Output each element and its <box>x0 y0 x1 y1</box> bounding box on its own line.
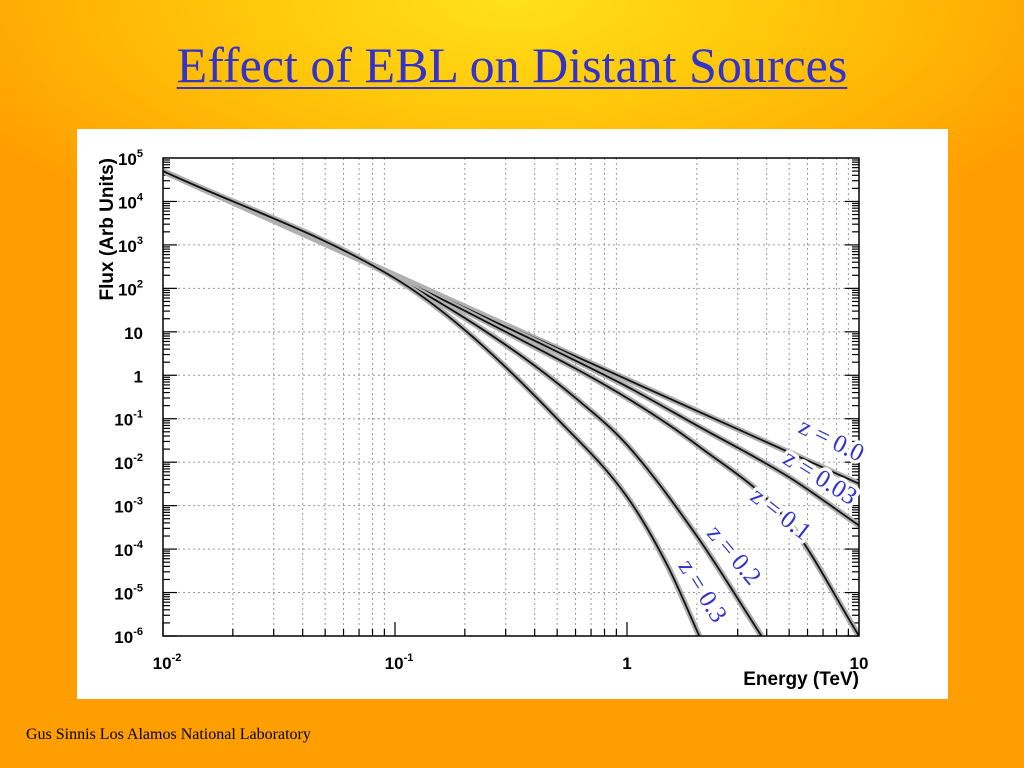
flux-energy-chart: 10-2 10-1 1 1010510410310210110-110-210-310… <box>97 148 872 690</box>
y-tick-label: 102 <box>118 278 143 299</box>
y-tick-label: 10-2 <box>114 452 143 473</box>
x-axis-label: Energy (TeV) <box>743 669 859 690</box>
x-tick-label: 10-1 <box>385 652 414 673</box>
tick-labels: 10-2 10-1 1 1010510410310210110-110-210-310… <box>114 148 868 673</box>
series-line <box>163 170 701 636</box>
y-tick-label: 10-3 <box>114 496 143 517</box>
series-halo <box>163 168 703 636</box>
y-tick-label: 10-5 <box>114 583 143 604</box>
y-axis-label: Flux (Arb Units) <box>97 158 118 301</box>
plot-frame <box>162 157 860 637</box>
y-tick-label: 103 <box>118 235 143 256</box>
y-tick-label: 104 <box>118 191 144 212</box>
y-tick-label: 10-1 <box>114 409 143 430</box>
series-halo <box>163 168 765 636</box>
series-lines <box>163 168 859 636</box>
x-tick-label: 10 <box>850 654 869 673</box>
x-tick-label: 1 <box>622 654 631 673</box>
footer-credit: Gus Sinnis Los Alamos National Laborator… <box>26 726 311 743</box>
y-tick-label: 10-4 <box>114 539 144 560</box>
y-tick-label: 105 <box>118 148 143 169</box>
y-tick-label: 1 <box>134 367 143 386</box>
plot-panel: 10-2 10-1 1 10 105 104 103 102 10 1 10-1 10-2 10-3 10… <box>77 129 948 699</box>
y-tick-label: 10-6 <box>114 626 143 647</box>
series-label-group: z = 0.1z = 0.1 <box>742 479 820 550</box>
slide-title: Effect of EBL on Distant Sources <box>176 37 848 93</box>
x-tick-label: 10-2 <box>153 652 182 673</box>
series-label: z = 0.1 <box>745 482 816 546</box>
grid <box>163 158 859 636</box>
y-tick-label: 10 <box>124 324 143 343</box>
series-line <box>163 170 763 636</box>
